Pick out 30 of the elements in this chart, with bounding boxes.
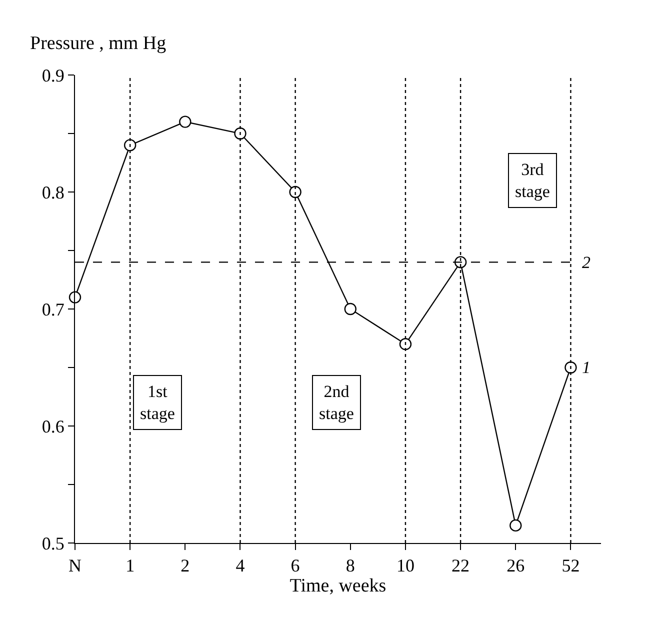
series-label: 1 (582, 358, 590, 377)
point (234, 127, 246, 140)
series-label: 2 (582, 253, 591, 272)
point (179, 116, 192, 128)
point (124, 139, 136, 152)
x-tick-label: 4 (236, 556, 245, 576)
x-tick-label: 8 (346, 556, 355, 576)
x-tick-label: 26 (506, 556, 525, 576)
y-tick-label: 0.7 (42, 299, 64, 320)
point (289, 186, 302, 198)
x-tick-label: 2 (180, 556, 190, 576)
annotation: 2nd stage (319, 382, 354, 424)
y-tick-label: 0.8 (42, 182, 64, 202)
annotation: 3rd stage (515, 160, 550, 202)
point (564, 361, 577, 374)
point (510, 519, 522, 532)
x-tick-label: 10 (396, 556, 414, 576)
y-tick-label: 0.9 (42, 65, 64, 86)
x-tick-label: 6 (290, 556, 300, 576)
x-tick-label: N (68, 556, 82, 576)
y-axis-title: Pressure , mm Hg (30, 33, 167, 54)
annotation: 1st stage (140, 382, 175, 424)
x-tick-label: 22 (452, 556, 470, 576)
point (344, 302, 356, 316)
point (399, 338, 412, 350)
x-tick-label: 1 (126, 556, 135, 576)
y-tick-label: 0.6 (42, 416, 64, 436)
x-tick-label: 52 (562, 556, 580, 576)
x-axis-title: Time, weeks (290, 576, 386, 597)
y-tick-label: 0.5 (42, 533, 64, 554)
